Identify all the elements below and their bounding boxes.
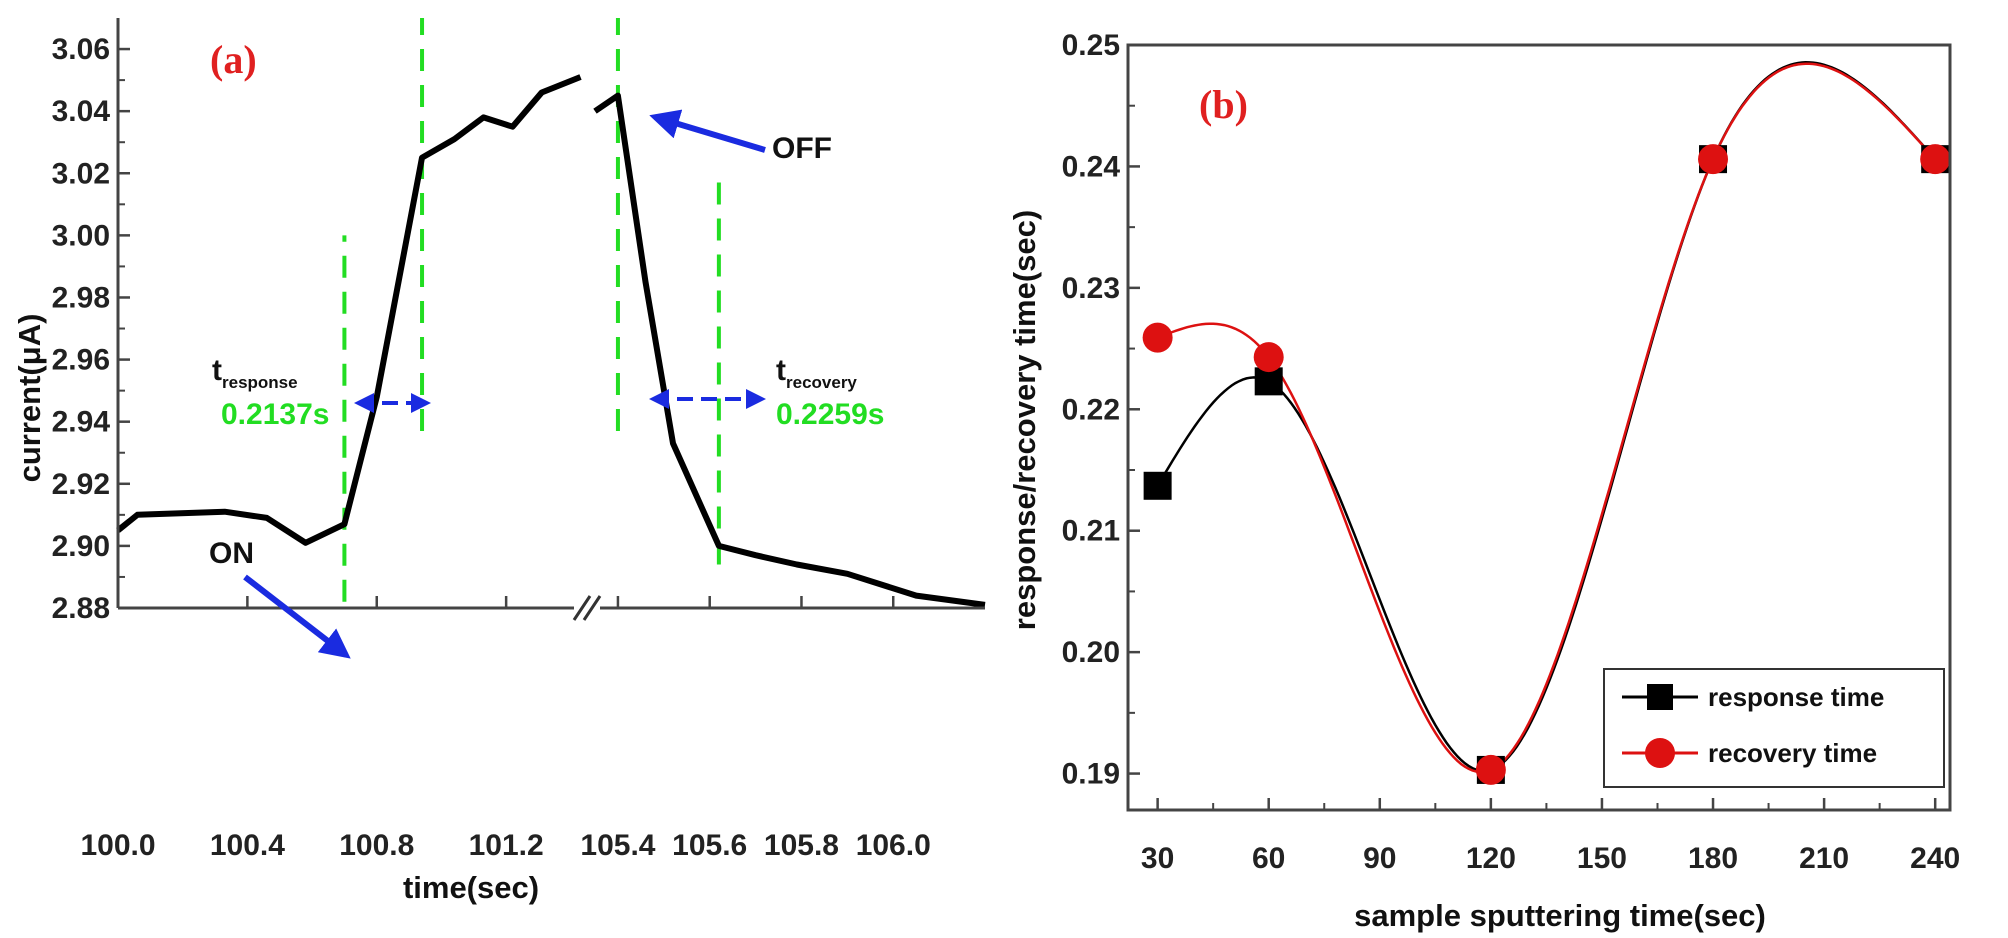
a-current-line-segment-2 bbox=[593, 92, 986, 608]
panel-b: 0.19 0.20 0.21 0.22 0.23 0.24 0.25 30 60 90 120 150… bbox=[1007, 29, 1960, 933]
a-current-line-segment-1 bbox=[116, 74, 582, 546]
recovery-time-label: trecovery bbox=[776, 354, 857, 392]
a-plot-area bbox=[116, 74, 986, 608]
legend-label-response: response time bbox=[1708, 682, 1884, 712]
b-y-tick-label: 0.24 bbox=[1062, 150, 1121, 183]
a-axis-break-mark bbox=[572, 595, 592, 621]
b-point-recovery bbox=[1920, 144, 1951, 175]
a-x-tick-label: 105.6 bbox=[672, 829, 747, 862]
a-x-tick-label: 105.8 bbox=[764, 829, 839, 862]
recovery-subscript: recovery bbox=[786, 373, 857, 392]
a-x-axis-title: time(sec) bbox=[403, 870, 539, 905]
recovery-time-value: 0.2259s bbox=[776, 398, 884, 431]
a-x-tick-label: 100.0 bbox=[80, 829, 155, 862]
response-t: t bbox=[212, 354, 222, 387]
b-point-response bbox=[1143, 471, 1172, 500]
on-annotation: ON bbox=[209, 537, 254, 570]
a-y-tick-label: 3.02 bbox=[52, 157, 110, 190]
a-y-tick-label: 2.94 bbox=[52, 406, 111, 439]
b-point-recovery bbox=[1698, 144, 1729, 175]
legend-item-recovery: recovery time bbox=[1622, 738, 1877, 768]
a-y-tick-label: 2.96 bbox=[52, 344, 110, 377]
b-x-tick-label: 120 bbox=[1466, 842, 1516, 875]
panel-label-b: (b) bbox=[1199, 82, 1248, 127]
b-x-tick-label: 90 bbox=[1363, 842, 1396, 875]
on-arrow bbox=[243, 574, 351, 659]
off-annotation: OFF bbox=[772, 132, 832, 165]
b-x-tick-label: 180 bbox=[1688, 842, 1738, 875]
panel-label-a: (a) bbox=[210, 37, 257, 82]
response-time-label: tresponse bbox=[212, 354, 298, 392]
legend-label-recovery: recovery time bbox=[1708, 738, 1877, 768]
a-x-tick-label: 101.2 bbox=[469, 829, 544, 862]
b-y-tick-label: 0.20 bbox=[1062, 636, 1120, 669]
legend-circle-marker bbox=[1645, 738, 1675, 768]
b-plot-area bbox=[1142, 61, 1951, 785]
b-y-axis-title: response/recovery time(sec) bbox=[1007, 210, 1042, 630]
b-plot-frame bbox=[1126, 43, 1952, 812]
response-subscript: response bbox=[222, 373, 298, 392]
b-series-curve-response bbox=[1156, 61, 1937, 773]
a-y-axis-title: current(μA) bbox=[12, 314, 47, 483]
a-y-tick-label: 2.90 bbox=[52, 530, 110, 563]
b-series-curve-recovery bbox=[1157, 62, 1937, 774]
a-axis-break-mark bbox=[582, 595, 602, 621]
b-y-tick-label: 0.22 bbox=[1062, 393, 1120, 426]
b-point-recovery bbox=[1142, 322, 1173, 353]
a-y-tick-label: 3.06 bbox=[52, 33, 110, 66]
a-y-tick-label: 2.88 bbox=[52, 592, 110, 625]
a-x-tick-label: 106.0 bbox=[856, 829, 931, 862]
a-guide-lines bbox=[342, 18, 721, 602]
a-axes bbox=[116, 18, 985, 621]
b-y-tick-label: 0.23 bbox=[1062, 272, 1120, 305]
b-x-axis-title: sample sputtering time(sec) bbox=[1354, 898, 1766, 933]
b-y-tick-label: 0.21 bbox=[1062, 515, 1120, 548]
b-y-tick-label: 0.19 bbox=[1062, 758, 1120, 791]
a-x-tick-label: 100.8 bbox=[339, 829, 414, 862]
b-x-tick-label: 150 bbox=[1577, 842, 1627, 875]
a-x-tick-label: 100.4 bbox=[210, 829, 285, 862]
b-point-recovery bbox=[1253, 342, 1284, 373]
legend-item-response: response time bbox=[1622, 682, 1884, 712]
panel-a: 2.88 2.90 2.92 2.94 2.96 2.98 3.00 3.02 3.04 3.06… bbox=[12, 18, 986, 905]
b-point-recovery bbox=[1475, 754, 1506, 785]
b-x-tick-label: 30 bbox=[1141, 842, 1174, 875]
a-y-tick-label: 3.04 bbox=[52, 95, 111, 128]
a-y-tick-label: 2.92 bbox=[52, 468, 110, 501]
b-x-tick-label: 60 bbox=[1252, 842, 1285, 875]
b-axes bbox=[1126, 43, 1952, 812]
b-x-tick-label: 240 bbox=[1910, 842, 1960, 875]
recovery-t: t bbox=[776, 354, 786, 387]
a-tick-labels: 2.88 2.90 2.92 2.94 2.96 2.98 3.00 3.02 3.04 3.06… bbox=[52, 33, 931, 862]
a-y-tick-label: 2.98 bbox=[52, 281, 110, 314]
b-y-tick-label: 0.25 bbox=[1062, 29, 1120, 62]
legend-square-marker bbox=[1647, 684, 1673, 710]
legend: response time recovery time bbox=[1603, 668, 1945, 788]
off-arrow bbox=[649, 109, 766, 153]
b-tick-labels: 0.19 0.20 0.21 0.22 0.23 0.24 0.25 30 60 90 120 150… bbox=[1062, 29, 1961, 875]
b-x-tick-label: 210 bbox=[1799, 842, 1849, 875]
a-x-tick-label: 105.4 bbox=[580, 829, 655, 862]
response-time-value: 0.2137s bbox=[221, 398, 329, 431]
a-y-tick-label: 3.00 bbox=[52, 219, 110, 252]
